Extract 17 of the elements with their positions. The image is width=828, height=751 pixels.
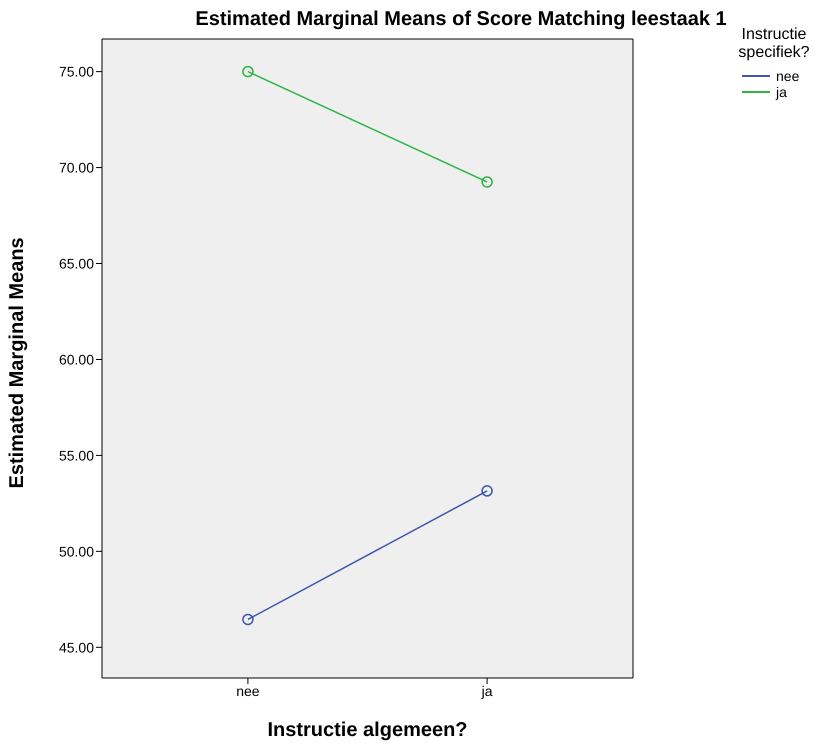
- x-axis-title: Instructie algemeen?: [267, 719, 468, 741]
- y-axis-title: Estimated Marginal Means: [6, 237, 28, 488]
- point: [242, 66, 254, 78]
- legend-title: Instructie specifiek?: [737, 26, 811, 62]
- y-tick-label: 70.00: [58, 160, 94, 176]
- chart-title: Estimated Marginal Means of Score Matching leestaak 1: [195, 8, 727, 30]
- legend-label: nee: [776, 68, 800, 84]
- y-tick-label: 55.00: [58, 447, 94, 464]
- point: [481, 485, 493, 497]
- y-tick-label: 60.00: [58, 351, 94, 368]
- y-tick-label: 45.00: [58, 639, 94, 656]
- y-tick-label: 75.00: [58, 64, 94, 80]
- point: [481, 176, 493, 188]
- y-tick-label: 50.00: [58, 543, 94, 560]
- legend-label: ja: [776, 84, 787, 100]
- y-tick-label: 65.00: [58, 255, 94, 272]
- point: [242, 614, 254, 626]
